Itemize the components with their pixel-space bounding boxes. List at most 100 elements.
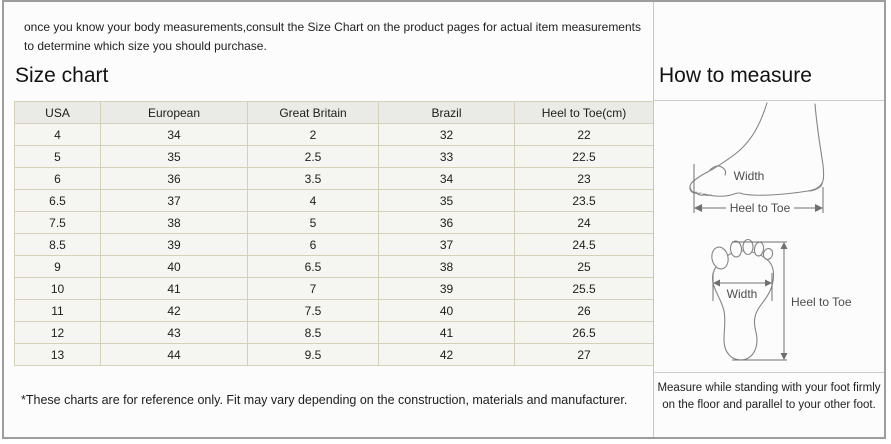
sole-width-left-arrowhead xyxy=(713,279,720,287)
table-cell: 5 xyxy=(14,145,101,168)
col-header-european: European xyxy=(100,101,248,124)
table-cell: 37 xyxy=(100,189,248,212)
table-row: 10 41 7 39 25.5 xyxy=(14,277,654,300)
size-chart-title: Size chart xyxy=(15,64,109,87)
col-header-usa: USA xyxy=(14,101,101,124)
table-cell: 12 xyxy=(14,321,101,344)
table-cell: 3.5 xyxy=(247,167,379,190)
table-row: 6.5 37 4 35 23.5 xyxy=(14,189,654,212)
table-cell: 27 xyxy=(514,343,654,366)
table-row: 13 44 9.5 42 27 xyxy=(14,343,654,366)
table-cell: 9 xyxy=(14,255,101,278)
table-cell: 43 xyxy=(100,321,248,344)
table-cell: 42 xyxy=(378,343,515,366)
table-cell: 6 xyxy=(14,167,101,190)
table-cell: 39 xyxy=(378,277,515,300)
side-heel-to-toe-label: Heel to Toe xyxy=(730,201,791,215)
toe-knuckle-bump xyxy=(709,165,727,176)
length-down-arrowhead xyxy=(780,353,788,360)
divider-above-note xyxy=(654,372,884,373)
table-cell: 7 xyxy=(247,277,379,300)
table-cell: 25.5 xyxy=(514,277,654,300)
right-arrowhead xyxy=(815,204,823,212)
foot-sole-diagram xyxy=(711,238,775,361)
divider-under-heading xyxy=(654,100,884,101)
table-cell: 34 xyxy=(100,123,248,146)
left-arrowhead xyxy=(694,204,702,212)
sole-heel-to-toe-label: Heel to Toe xyxy=(791,295,852,309)
sole-width-label: Width xyxy=(727,287,758,301)
table-cell: 26 xyxy=(514,299,654,322)
table-cell: 33 xyxy=(378,145,515,168)
vertical-divider xyxy=(653,2,654,437)
length-up-arrowhead xyxy=(780,242,788,249)
size-chart-table: USA European Great Britain Brazil Heel t… xyxy=(14,101,654,366)
big-toe xyxy=(711,246,729,270)
sole-line xyxy=(703,182,823,197)
table-cell: 44 xyxy=(100,343,248,366)
table-cell: 25 xyxy=(514,255,654,278)
table-cell: 7.5 xyxy=(247,299,379,322)
table-row: 12 43 8.5 41 26.5 xyxy=(14,321,654,344)
header-row: USA European Great Britain Brazil Heel t… xyxy=(14,101,654,124)
col-header-great-britain: Great Britain xyxy=(247,101,379,124)
side-length-measurement xyxy=(693,164,824,213)
intro-text: once you know your body measurements,con… xyxy=(24,20,641,54)
table-cell: 23 xyxy=(514,167,654,190)
table-cell: 2 xyxy=(247,123,379,146)
table-cell: 41 xyxy=(378,321,515,344)
table-cell: 9.5 xyxy=(247,343,379,366)
measurement-diagrams: Width Heel to Toe xyxy=(689,102,852,361)
table-row: 11 42 7.5 40 26 xyxy=(14,299,654,322)
table-cell: 38 xyxy=(378,255,515,278)
table-cell: 6.5 xyxy=(14,189,101,212)
table-row: 5 35 2.5 33 22.5 xyxy=(14,145,654,168)
table-row: 9 40 6.5 38 25 xyxy=(14,255,654,278)
table-cell: 42 xyxy=(100,299,248,322)
table-cell: 8.5 xyxy=(14,233,101,256)
sole-measurements xyxy=(712,241,788,361)
table-cell: 32 xyxy=(378,123,515,146)
sole-width-right-arrowhead xyxy=(765,279,772,287)
table-cell: 40 xyxy=(100,255,248,278)
table-row: 4 34 2 32 22 xyxy=(14,123,654,146)
table-cell: 34 xyxy=(378,167,515,190)
third-toe xyxy=(742,238,754,256)
toe-scallops xyxy=(689,186,712,196)
table-cell: 2.5 xyxy=(247,145,379,168)
table-cell: 10 xyxy=(14,277,101,300)
table-cell: 7.5 xyxy=(14,211,101,234)
table-cell: 23.5 xyxy=(514,189,654,212)
col-header-heel-to-toe: Heel to Toe(cm) xyxy=(514,101,654,124)
pinky-toe xyxy=(762,248,774,260)
table-row: 8.5 39 6 37 24.5 xyxy=(14,233,654,256)
table-cell: 24.5 xyxy=(514,233,654,256)
table-cell: 39 xyxy=(100,233,248,256)
table-cell: 6 xyxy=(247,233,379,256)
table-cell: 41 xyxy=(100,277,248,300)
table-row: 7.5 38 5 36 24 xyxy=(14,211,654,234)
col-header-brazil: Brazil xyxy=(378,101,515,124)
table-cell: 4 xyxy=(14,123,101,146)
reference-footnote: *These charts are for reference only. Fi… xyxy=(21,393,628,407)
leg-back-line xyxy=(807,103,825,192)
table-cell: 24 xyxy=(514,211,654,234)
table-cell: 35 xyxy=(378,189,515,212)
table-cell: 22 xyxy=(514,123,654,146)
table-cell: 37 xyxy=(378,233,515,256)
fourth-toe xyxy=(753,241,765,257)
side-width-label: Width xyxy=(734,169,765,183)
measure-instruction-note: Measure while standing with your foot fi… xyxy=(657,382,881,412)
how-to-measure-title: How to measure xyxy=(659,64,812,87)
table-cell: 5 xyxy=(247,211,379,234)
table-row: 6 36 3.5 34 23 xyxy=(14,167,654,190)
table-cell: 36 xyxy=(378,211,515,234)
table-cell: 26.5 xyxy=(514,321,654,344)
table-cell: 4 xyxy=(247,189,379,212)
table-cell: 38 xyxy=(100,211,248,234)
table-cell: 11 xyxy=(14,299,101,322)
table-cell: 13 xyxy=(14,343,101,366)
table-cell: 36 xyxy=(100,167,248,190)
